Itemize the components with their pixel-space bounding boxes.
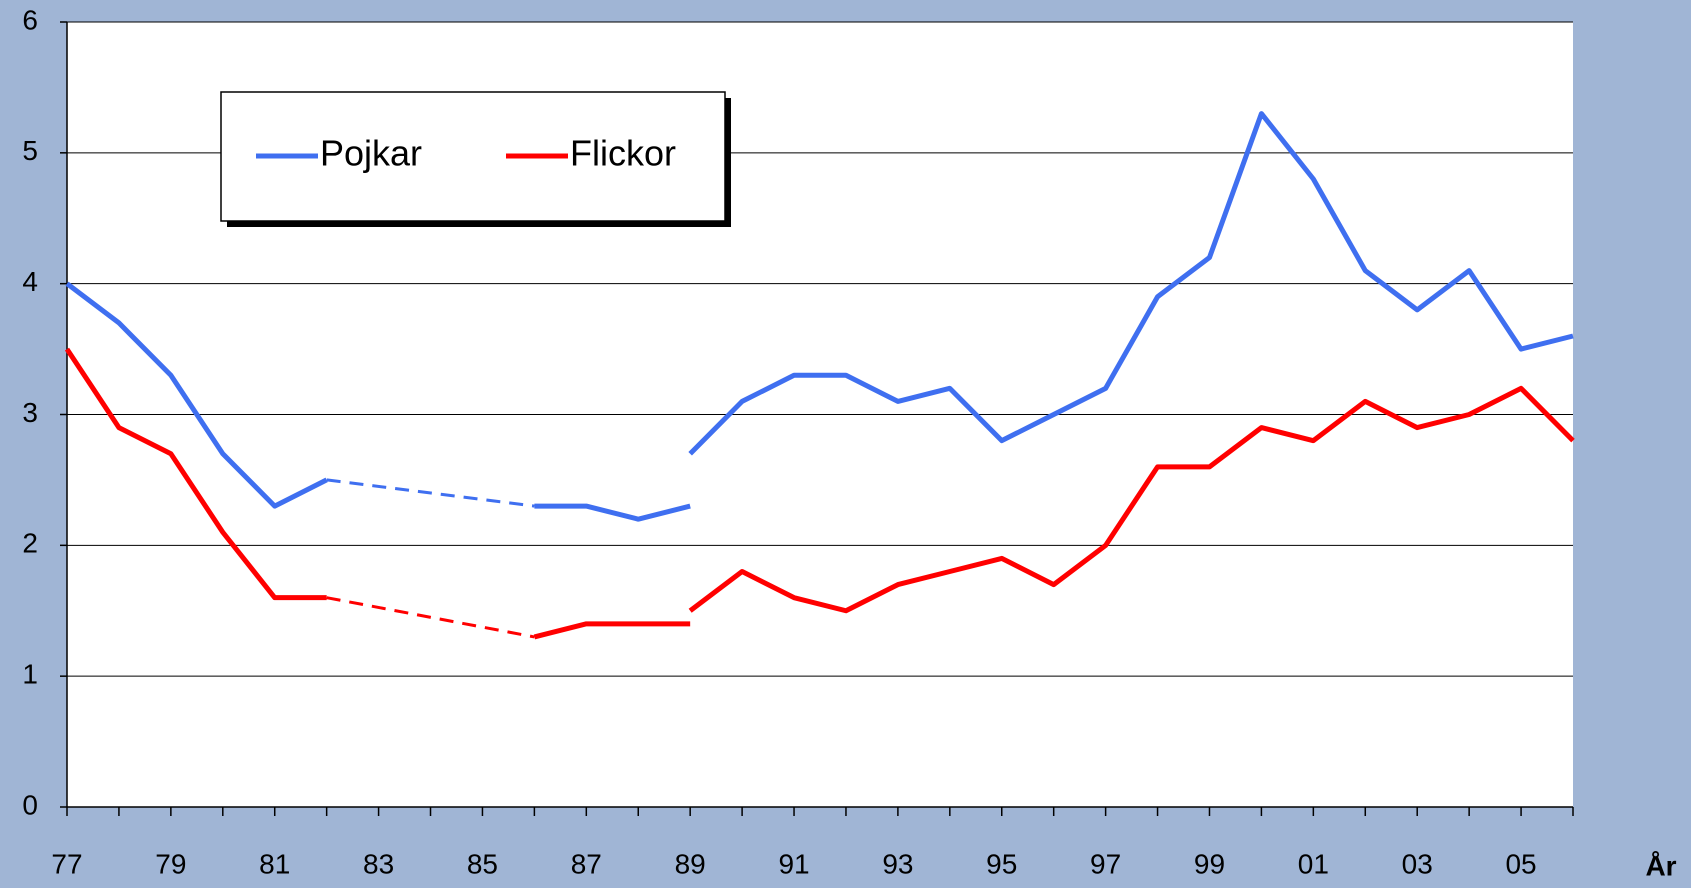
- gap-connector: [326, 478, 535, 508]
- x-tick-label: 85: [467, 848, 498, 879]
- series-line: [688, 111, 1574, 456]
- series-line: [534, 503, 691, 522]
- series-line: [688, 385, 1575, 614]
- x-tick-label: 01: [1298, 848, 1329, 879]
- x-tick-label: 97: [1090, 848, 1121, 879]
- x-tick-label: 81: [259, 848, 290, 879]
- y-tick-label: 0: [22, 789, 38, 820]
- y-tick-label: 3: [22, 397, 38, 428]
- x-tick-label: 93: [882, 848, 913, 879]
- x-tick-label: 83: [363, 848, 394, 879]
- y-tick-label: 4: [22, 266, 38, 297]
- series-line: [64, 347, 327, 601]
- y-tick-label: 5: [22, 135, 38, 166]
- x-tick-label: 05: [1505, 848, 1536, 879]
- x-tick-label: 03: [1402, 848, 1433, 879]
- legend-label: Flickor: [570, 133, 676, 174]
- series-line: [65, 281, 328, 509]
- x-axis-label: År: [1645, 850, 1676, 881]
- x-tick-label: 99: [1194, 848, 1225, 879]
- x-tick-label: 77: [51, 848, 82, 879]
- legend-label: Pojkar: [320, 133, 422, 174]
- y-tick-label: 6: [22, 4, 38, 35]
- x-tick-label: 87: [571, 848, 602, 879]
- x-tick-label: 95: [986, 848, 1017, 879]
- series-line: [533, 621, 691, 640]
- gap-connector: [326, 596, 535, 639]
- x-tick-label: 89: [675, 848, 706, 879]
- x-tick-label: 79: [155, 848, 186, 879]
- x-tick-label: 91: [778, 848, 809, 879]
- y-tick-label: 2: [22, 528, 38, 559]
- y-tick-label: 1: [22, 659, 38, 690]
